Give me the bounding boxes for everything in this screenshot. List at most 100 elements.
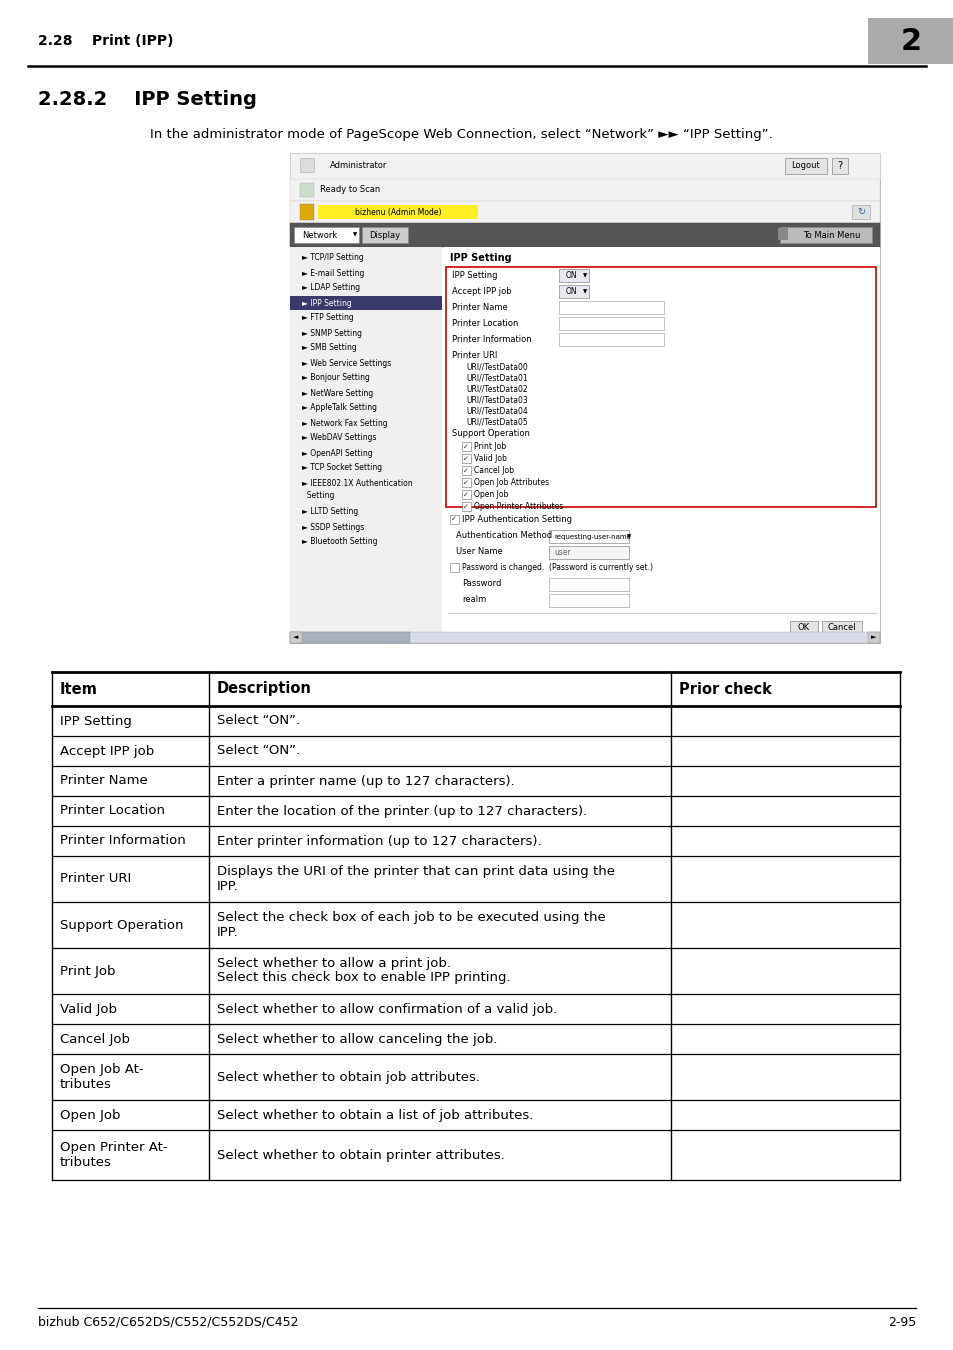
- Text: IPP.: IPP.: [216, 926, 238, 938]
- Bar: [450, 514, 458, 524]
- Bar: [784, 158, 826, 174]
- Bar: [290, 153, 879, 180]
- Text: Accept IPP job: Accept IPP job: [452, 286, 511, 296]
- Text: ► Bonjour Setting: ► Bonjour Setting: [302, 374, 370, 382]
- Text: Displays the URI of the printer that can print data using the: Displays the URI of the printer that can…: [216, 865, 615, 879]
- Bar: [52, 765, 899, 796]
- Text: Select this check box to enable IPP printing.: Select this check box to enable IPP prin…: [216, 972, 510, 984]
- Text: bizhub C652/C652DS/C552/C552DS/C452: bizhub C652/C652DS/C552/C552DS/C452: [38, 1315, 298, 1328]
- Text: Print Job: Print Job: [474, 441, 506, 451]
- Bar: [443, 247, 879, 643]
- Text: 2.28    Print (IPP): 2.28 Print (IPP): [38, 34, 173, 49]
- Text: requesting-user-name: requesting-user-name: [554, 533, 630, 540]
- Text: IPP Setting: IPP Setting: [452, 270, 497, 279]
- Bar: [867, 632, 879, 643]
- Text: Open Printer At-: Open Printer At-: [60, 1142, 168, 1154]
- Text: ▼: ▼: [582, 289, 587, 294]
- Bar: [52, 1130, 899, 1180]
- Text: Open Job At-: Open Job At-: [60, 1064, 144, 1076]
- Text: Enter printer information (up to 127 characters).: Enter printer information (up to 127 cha…: [216, 834, 541, 848]
- Text: ► AppleTalk Setting: ► AppleTalk Setting: [302, 404, 376, 413]
- Text: Display: Display: [369, 231, 400, 239]
- Text: ► SNMP Setting: ► SNMP Setting: [302, 328, 361, 338]
- Bar: [558, 301, 663, 315]
- Text: Select the check box of each job to be executed using the: Select the check box of each job to be e…: [216, 911, 605, 925]
- Text: Accept IPP job: Accept IPP job: [60, 744, 154, 757]
- Text: Ready to Scan: Ready to Scan: [319, 185, 380, 194]
- Bar: [558, 269, 588, 282]
- Bar: [548, 578, 628, 591]
- Text: ON: ON: [565, 288, 577, 296]
- Text: ► FTP Setting: ► FTP Setting: [302, 313, 354, 323]
- Bar: [290, 153, 879, 643]
- Bar: [461, 441, 471, 451]
- Text: Printer Location: Printer Location: [452, 319, 517, 328]
- Bar: [52, 1100, 899, 1130]
- Text: URI//TestData00: URI//TestData00: [465, 363, 527, 371]
- Text: ► LLTD Setting: ► LLTD Setting: [302, 508, 358, 517]
- Text: Open Printer Attributes: Open Printer Attributes: [474, 502, 562, 512]
- Text: Administrator: Administrator: [330, 162, 387, 170]
- Text: Print Job: Print Job: [60, 964, 115, 977]
- Text: Item: Item: [60, 682, 98, 697]
- Text: Logout: Logout: [791, 162, 820, 170]
- Text: In the administrator mode of PageScope Web Connection, select “Network” ►► “IPP : In the administrator mode of PageScope W…: [150, 128, 772, 140]
- Bar: [290, 223, 879, 247]
- Bar: [294, 227, 358, 243]
- Text: ✓: ✓: [462, 504, 468, 509]
- Bar: [299, 184, 314, 197]
- Text: ► Network Fax Setting: ► Network Fax Setting: [302, 418, 387, 428]
- Text: Description: Description: [216, 682, 312, 697]
- Text: ► LDAP Setting: ► LDAP Setting: [302, 284, 359, 293]
- Text: ✓: ✓: [462, 444, 468, 450]
- Text: IPP Authentication Setting: IPP Authentication Setting: [461, 514, 572, 524]
- Bar: [461, 466, 471, 475]
- Bar: [461, 454, 471, 463]
- Text: ✓: ✓: [451, 517, 456, 522]
- Bar: [52, 856, 899, 902]
- Text: ✓: ✓: [462, 467, 468, 474]
- Text: Setting: Setting: [302, 491, 334, 501]
- Bar: [52, 672, 899, 706]
- Text: ✓: ✓: [462, 491, 468, 498]
- Text: To Main Menu: To Main Menu: [802, 231, 860, 239]
- Text: Authentication Method: Authentication Method: [456, 532, 552, 540]
- Text: Printer Information: Printer Information: [60, 834, 186, 848]
- Bar: [290, 632, 410, 643]
- Bar: [290, 296, 441, 310]
- Text: Support Operation: Support Operation: [60, 918, 183, 932]
- Bar: [52, 706, 899, 736]
- Bar: [299, 204, 314, 220]
- Bar: [52, 796, 899, 826]
- Bar: [548, 531, 628, 543]
- Bar: [867, 18, 953, 63]
- Text: ► IPP Setting: ► IPP Setting: [302, 298, 352, 308]
- Bar: [299, 158, 314, 171]
- Text: tributes: tributes: [60, 1077, 112, 1091]
- Text: ✓: ✓: [462, 479, 468, 486]
- Text: URI//TestData02: URI//TestData02: [465, 385, 527, 393]
- Text: ON: ON: [565, 271, 577, 279]
- Text: ► TCP/IP Setting: ► TCP/IP Setting: [302, 254, 363, 262]
- Bar: [317, 205, 477, 219]
- Bar: [52, 1054, 899, 1100]
- Bar: [52, 736, 899, 765]
- Text: Enter the location of the printer (up to 127 characters).: Enter the location of the printer (up to…: [216, 805, 586, 818]
- Text: URI//TestData04: URI//TestData04: [465, 406, 527, 416]
- Bar: [290, 247, 441, 643]
- Text: URI//TestData01: URI//TestData01: [465, 374, 527, 382]
- Text: Open Job: Open Job: [60, 1108, 120, 1122]
- Text: ?: ?: [837, 161, 841, 171]
- Text: OK: OK: [797, 624, 809, 633]
- Text: ►: ►: [870, 634, 876, 640]
- Text: ► WebDAV Settings: ► WebDAV Settings: [302, 433, 376, 443]
- Bar: [450, 563, 458, 572]
- Bar: [851, 205, 869, 219]
- Bar: [831, 158, 847, 174]
- Text: Open Job: Open Job: [474, 490, 508, 500]
- Text: ▼: ▼: [582, 273, 587, 278]
- Text: user: user: [554, 548, 570, 558]
- Bar: [52, 902, 899, 948]
- Text: Select whether to obtain printer attributes.: Select whether to obtain printer attribu…: [216, 1149, 504, 1161]
- Text: ► SSDP Settings: ► SSDP Settings: [302, 522, 364, 532]
